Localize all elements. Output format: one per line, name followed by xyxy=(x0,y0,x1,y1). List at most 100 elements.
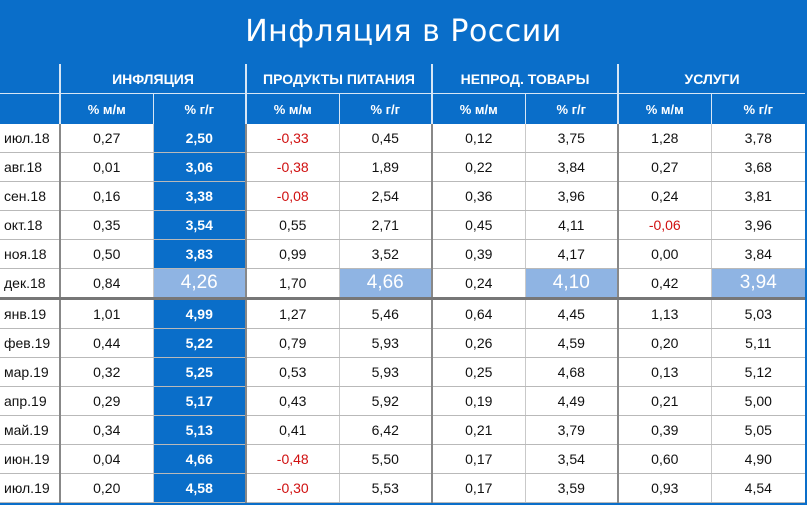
value-mom: 0,20 xyxy=(617,328,712,358)
value-yoy: 3,81 xyxy=(710,181,806,211)
value-mom: -0,08 xyxy=(245,181,340,211)
value-yoy: 3,52 xyxy=(338,239,433,269)
value-yoy: 5,00 xyxy=(710,386,806,416)
value-mom: 0,55 xyxy=(245,210,340,240)
value-mom: 0,45 xyxy=(431,210,526,240)
value-yoy: 3,94 xyxy=(710,268,806,300)
value-mom: 1,28 xyxy=(617,124,712,153)
value-mom: 0,99 xyxy=(245,239,340,269)
subheader-mom: % м/м xyxy=(59,93,153,124)
value-yoy: 5,53 xyxy=(338,473,433,503)
value-yoy: 4,54 xyxy=(710,473,806,503)
corner-cell xyxy=(0,64,60,94)
value-mom: 0,53 xyxy=(245,357,340,387)
table-row: мар.19 0,32 5,25 0,53 5,93 0,25 4,68 0,13 5,12 xyxy=(0,357,806,387)
value-mom: 1,01 xyxy=(59,298,153,329)
value-mom: 0,34 xyxy=(59,415,153,445)
value-yoy: 5,50 xyxy=(338,444,433,474)
value-yoy: 3,96 xyxy=(524,181,619,211)
value-mom: 0,19 xyxy=(431,386,526,416)
value-yoy: 5,13 xyxy=(152,415,247,445)
table-row: июл.18 0,27 2,50 -0,33 0,45 0,12 3,75 1,28 3,78 xyxy=(0,124,806,153)
value-yoy: 3,68 xyxy=(710,152,806,182)
value-mom: -0,48 xyxy=(245,444,340,474)
value-yoy: 2,54 xyxy=(338,181,433,211)
table-row: ноя.18 0,50 3,83 0,99 3,52 0,39 4,17 0,00 3,84 xyxy=(0,239,806,269)
row-date: ноя.18 xyxy=(0,239,60,269)
page-title: Инфляция в России xyxy=(245,14,562,49)
value-mom: 1,27 xyxy=(245,298,340,329)
value-yoy: 6,42 xyxy=(338,415,433,445)
value-mom: 0,24 xyxy=(431,268,526,300)
value-yoy: 5,93 xyxy=(338,328,433,358)
value-mom: 0,24 xyxy=(617,181,712,211)
table-row: дек.18 0,84 4,26 1,70 4,66 0,24 4,10 0,42 3,94 xyxy=(0,268,806,300)
value-yoy: 3,38 xyxy=(152,181,247,211)
value-mom: 0,00 xyxy=(617,239,712,269)
value-yoy: 4,45 xyxy=(524,298,619,329)
value-mom: 0,79 xyxy=(245,328,340,358)
value-yoy: 5,22 xyxy=(152,328,247,358)
subheader-mom: % м/м xyxy=(617,93,712,124)
subheader-yoy: % г/г xyxy=(152,93,247,124)
value-mom: 0,43 xyxy=(245,386,340,416)
value-yoy: 3,54 xyxy=(152,210,247,240)
value-yoy: 1,89 xyxy=(338,152,433,182)
value-mom: 1,13 xyxy=(617,298,712,329)
value-mom: 0,44 xyxy=(59,328,153,358)
row-date: авг.18 xyxy=(0,152,60,182)
group-header-inflation: ИНФЛЯЦИЯ xyxy=(58,64,247,94)
value-yoy: 3,59 xyxy=(524,473,619,503)
value-mom: 0,16 xyxy=(59,181,153,211)
value-mom: 0,60 xyxy=(617,444,712,474)
value-yoy: 4,66 xyxy=(152,444,247,474)
value-yoy: 3,83 xyxy=(152,239,247,269)
table-row: апр.19 0,29 5,17 0,43 5,92 0,19 4,49 0,21 5,00 xyxy=(0,386,806,416)
value-mom: 0,35 xyxy=(59,210,153,240)
value-mom: 0,26 xyxy=(431,328,526,358)
value-mom: 0,13 xyxy=(617,357,712,387)
value-mom: 0,17 xyxy=(431,444,526,474)
row-date: мар.19 xyxy=(0,357,60,387)
value-mom: 0,39 xyxy=(431,239,526,269)
value-mom: 0,32 xyxy=(59,357,153,387)
value-yoy: 4,26 xyxy=(152,268,247,300)
value-mom: 0,01 xyxy=(59,152,153,182)
value-mom: 0,12 xyxy=(431,124,526,153)
value-yoy: 4,11 xyxy=(524,210,619,240)
row-date: июл.19 xyxy=(0,473,60,503)
value-yoy: 4,68 xyxy=(524,357,619,387)
value-yoy: 5,93 xyxy=(338,357,433,387)
corner-cell xyxy=(0,93,60,124)
value-mom: 0,04 xyxy=(59,444,153,474)
value-yoy: 5,05 xyxy=(710,415,806,445)
value-yoy: 2,50 xyxy=(152,124,247,153)
value-mom: 0,21 xyxy=(431,415,526,445)
value-yoy: 4,59 xyxy=(524,328,619,358)
value-yoy: 2,71 xyxy=(338,210,433,240)
group-header-food: ПРОДУКТЫ ПИТАНИЯ xyxy=(245,64,433,94)
row-date: июн.19 xyxy=(0,444,60,474)
inflation-table: ИНФЛЯЦИЯ ПРОДУКТЫ ПИТАНИЯ НЕПРОД. ТОВАРЫ… xyxy=(0,64,806,503)
value-mom: 0,84 xyxy=(59,268,153,300)
value-mom: 0,64 xyxy=(431,298,526,329)
value-mom: -0,30 xyxy=(245,473,340,503)
value-yoy: 5,03 xyxy=(710,298,806,329)
value-yoy: 3,79 xyxy=(524,415,619,445)
value-mom: 0,41 xyxy=(245,415,340,445)
value-yoy: 3,06 xyxy=(152,152,247,182)
value-yoy: 4,99 xyxy=(152,298,247,329)
value-mom: 0,36 xyxy=(431,181,526,211)
value-yoy: 4,10 xyxy=(524,268,619,300)
value-yoy: 0,45 xyxy=(338,124,433,153)
value-mom: 0,29 xyxy=(59,386,153,416)
table-row: янв.19 1,01 4,99 1,27 5,46 0,64 4,45 1,13 5,03 xyxy=(0,298,806,329)
table-row: фев.19 0,44 5,22 0,79 5,93 0,26 4,59 0,20 5,11 xyxy=(0,328,806,358)
value-mom: 0,50 xyxy=(59,239,153,269)
table-row: май.19 0,34 5,13 0,41 6,42 0,21 3,79 0,39 5,05 xyxy=(0,415,806,445)
row-date: янв.19 xyxy=(0,298,60,329)
value-yoy: 4,49 xyxy=(524,386,619,416)
value-mom: 1,70 xyxy=(245,268,340,300)
row-date: фев.19 xyxy=(0,328,60,358)
row-date: апр.19 xyxy=(0,386,60,416)
